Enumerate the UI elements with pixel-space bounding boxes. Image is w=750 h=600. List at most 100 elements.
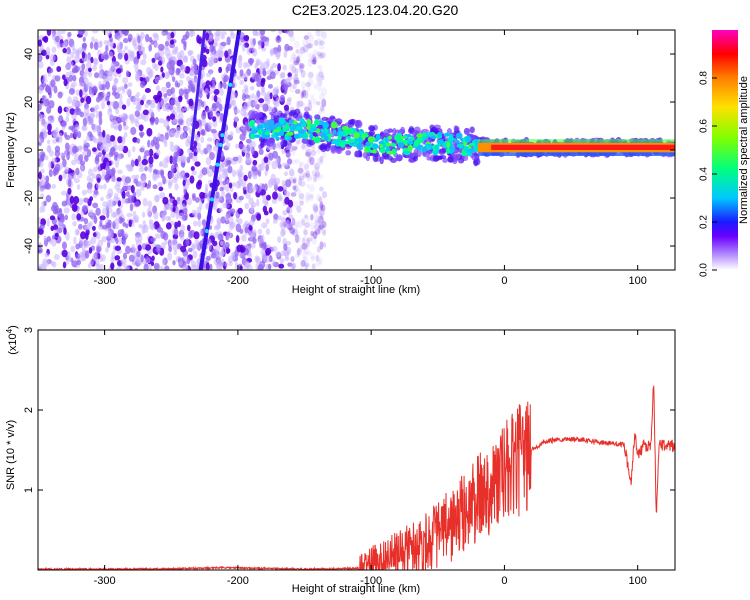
spectrogram-noise-speckle [285, 240, 292, 246]
spectrogram-noise-speckle [136, 138, 141, 144]
spectrogram-noise-speckle [266, 194, 271, 201]
spectrogram-band-blob [394, 134, 402, 142]
spectrogram-noise-speckle [133, 43, 140, 51]
spectrogram-noise-speckle [182, 179, 186, 187]
spectrogram-band-blob [353, 132, 360, 139]
spectrogram-noise-speckle [38, 137, 43, 144]
spectrogram-noise-speckle [277, 186, 284, 192]
spectrogram-band-blob [279, 117, 285, 125]
spectrogram-band-blob [437, 131, 442, 138]
spectrogram-y-tick-label: 40 [23, 48, 35, 60]
spectrogram-noise-speckle [186, 224, 191, 232]
spectrogram-noise-speckle [291, 53, 297, 61]
spectrogram-noise-speckle [311, 230, 319, 238]
spectrogram-noise-speckle [208, 165, 213, 170]
spectrogram-noise-speckle [261, 183, 265, 190]
spectrogram-noise-speckle [213, 225, 221, 231]
spectrogram-noise-speckle [97, 92, 104, 101]
spectrogram-noise-speckle [299, 46, 304, 51]
snr-x-ticks: -300 -200 -100 0 100 [94, 330, 647, 587]
spectrogram-noise-speckle [98, 117, 103, 126]
spectrogram-noise-speckle [297, 67, 303, 73]
spectrogram-noise-speckle [218, 103, 223, 112]
spectrogram-noise-speckle [38, 182, 41, 190]
spectrogram-noise-speckle [76, 213, 82, 221]
spectrogram-noise-speckle [162, 196, 169, 205]
spectrogram-noise-speckle [180, 224, 186, 233]
spectrogram-noise-speckle [71, 213, 77, 221]
spectrogram-noise-speckle [124, 232, 129, 239]
spectrogram-noise-speckle [105, 44, 109, 52]
spectrogram-noise-speckle [60, 190, 68, 196]
spectrogram-noise-speckle [208, 242, 212, 251]
spectrogram-noise-speckle [272, 88, 279, 98]
spectrogram-noise-speckle [66, 109, 70, 116]
spectrogram-noise-speckle [301, 86, 306, 95]
spectrogram-noise-speckle [200, 136, 205, 144]
spectrogram-noise-speckle [192, 250, 198, 259]
spectrogram-noise-speckle [261, 36, 268, 42]
spectrogram-noise-speckle [38, 54, 43, 63]
spectrogram-streak-blob [204, 228, 209, 233]
spectrogram-noise-speckle [299, 64, 304, 73]
spectrogram-noise-speckle [265, 228, 270, 235]
spectrogram-noise-speckle [181, 170, 186, 176]
spectrogram-noise-speckle [46, 30, 52, 36]
spectrogram-noise-speckle [320, 107, 326, 114]
spectrogram-noise-speckle [75, 167, 80, 176]
spectrogram-noise-speckle [150, 237, 156, 242]
spectrogram-noise-speckle [61, 249, 68, 258]
spectrogram-noise-speckle [261, 222, 268, 229]
snr-x-tick-label: -200 [227, 575, 249, 587]
spectrogram-noise-speckle [182, 34, 188, 41]
spectrogram-noise-speckle [314, 170, 321, 178]
spectrogram-band-blob [372, 149, 377, 154]
spectrogram-noise-speckle [262, 103, 269, 112]
spectrogram-noise-speckle [50, 205, 57, 212]
spectrogram-band-halo [432, 155, 440, 162]
spectrogram-noise-speckle [122, 38, 129, 44]
spectrogram-noise-speckle [322, 229, 327, 236]
spectrogram-noise-speckle [317, 174, 324, 179]
spectrogram-noise-speckle [212, 116, 217, 122]
spectrogram-noise-speckle [281, 180, 286, 187]
snr-y-multiplier: (x104) [5, 325, 20, 355]
spectrogram-noise-speckle [239, 69, 244, 77]
spectrogram-noise-speckle [273, 177, 281, 185]
spectrogram-noise-speckle [154, 116, 159, 125]
spectrogram-noise-speckle [47, 139, 51, 145]
spectrogram-noise-speckle [45, 194, 52, 203]
spectrogram-noise-speckle [56, 41, 61, 49]
spectrogram-noise-speckle [160, 66, 164, 73]
spectrogram-noise-speckle [129, 203, 134, 212]
spectrogram-noise-speckle [308, 194, 314, 200]
spectrogram-noise-speckle [196, 258, 200, 266]
spectrogram-noise-speckle [121, 135, 126, 142]
spectrogram-noise-speckle [187, 247, 193, 253]
spectrogram-noise-speckle [298, 180, 305, 187]
spectrogram-noise-speckle [305, 215, 310, 223]
spectrogram-noise-speckle [204, 192, 209, 200]
spectrogram-noise-speckle [261, 86, 266, 93]
spectrogram-noise-speckle [88, 209, 94, 217]
spectrogram-band-blob [387, 135, 393, 140]
spectrogram-noise-speckle [198, 124, 203, 132]
spectrogram-noise-speckle [197, 142, 201, 151]
spectrogram-noise-speckle [293, 77, 300, 85]
spectrogram-noise-speckle [296, 247, 302, 256]
spectrogram-noise-speckle [315, 172, 320, 178]
spectrogram-noise-speckle [291, 65, 297, 74]
spectrogram-noise-speckle [160, 230, 166, 240]
spectrogram-band-blob [284, 135, 290, 141]
spectrogram-noise-speckle [150, 39, 154, 45]
spectrogram-noise-speckle [309, 184, 315, 193]
colorbar-tick-label: 0.6 [699, 119, 710, 133]
spectrogram-noise-speckle [110, 262, 115, 270]
spectrogram-noise-speckle [152, 184, 158, 190]
spectrogram-noise-speckle [234, 143, 240, 149]
spectrogram-secondary-streak [189, 30, 207, 151]
spectrogram-noise-speckle [154, 63, 159, 72]
spectrogram-noise-speckle [101, 235, 107, 243]
spectrogram-band-blob [365, 141, 371, 147]
spectrogram-noise-speckle [176, 170, 181, 179]
